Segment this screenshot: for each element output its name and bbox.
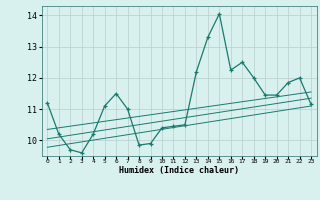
X-axis label: Humidex (Indice chaleur): Humidex (Indice chaleur): [119, 166, 239, 175]
